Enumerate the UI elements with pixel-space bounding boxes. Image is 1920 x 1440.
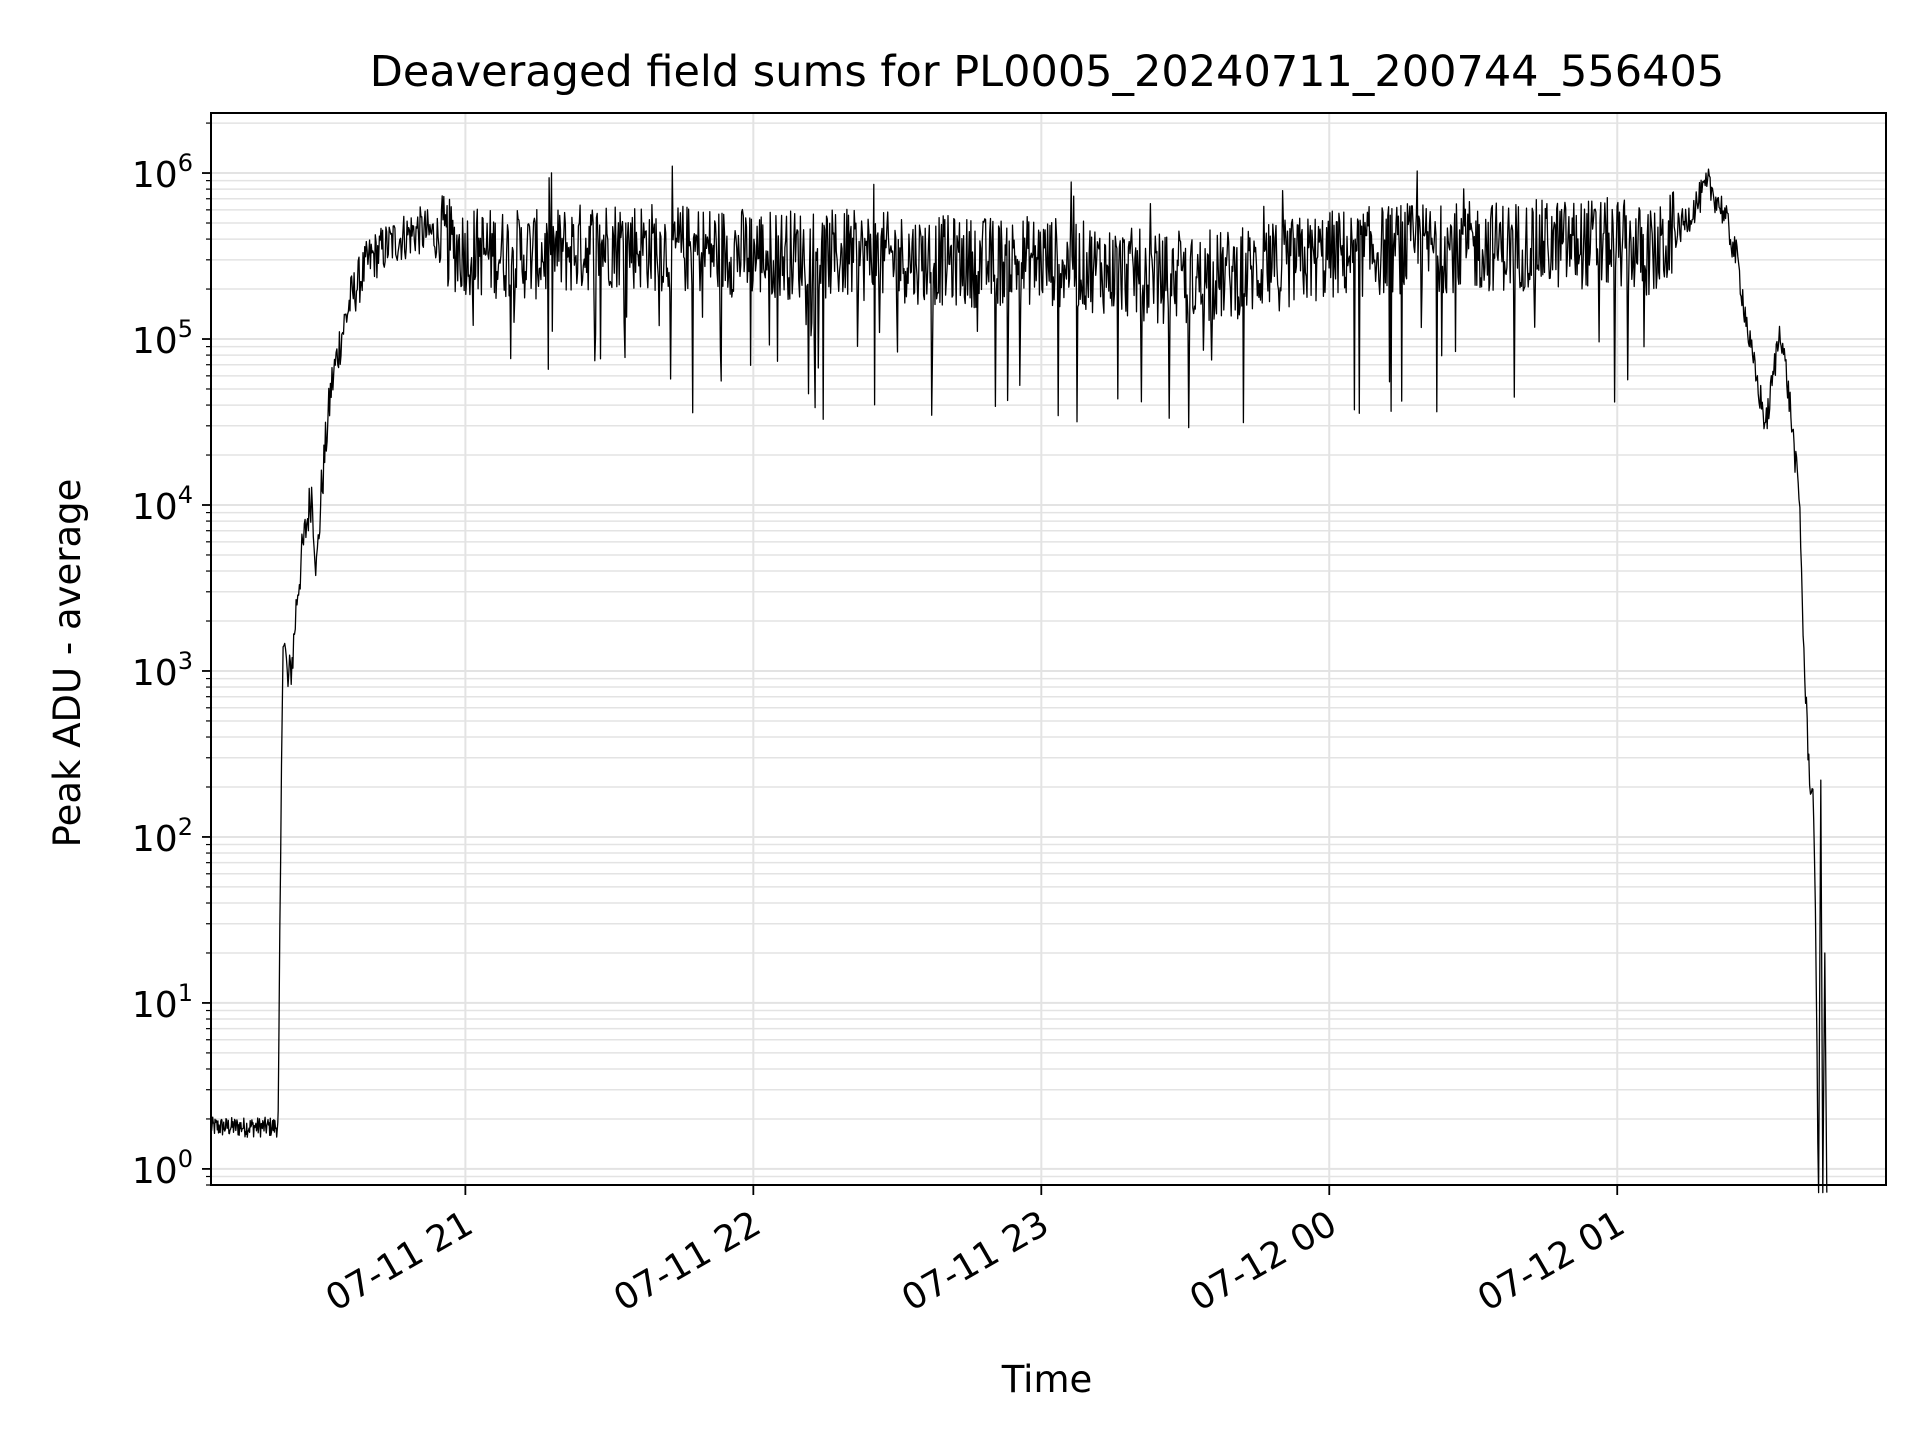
x-axis-label: Time (1001, 1358, 1093, 1401)
y-axis-label: Peak ADU - average (46, 479, 89, 848)
y-tick-label: 101 (132, 979, 193, 1026)
y-tick-label: 104 (132, 481, 193, 528)
series-line (210, 165, 1828, 1194)
y-tick-label: 106 (132, 149, 193, 196)
chart-title: Deaveraged field sums for PL0005_2024071… (370, 47, 1724, 97)
y-tick-label: 100 (132, 1145, 193, 1192)
y-tick-label: 105 (132, 315, 193, 362)
plot-frame (210, 112, 1887, 1186)
y-tick-label: 102 (132, 813, 193, 860)
y-tick-label: 103 (132, 647, 193, 694)
